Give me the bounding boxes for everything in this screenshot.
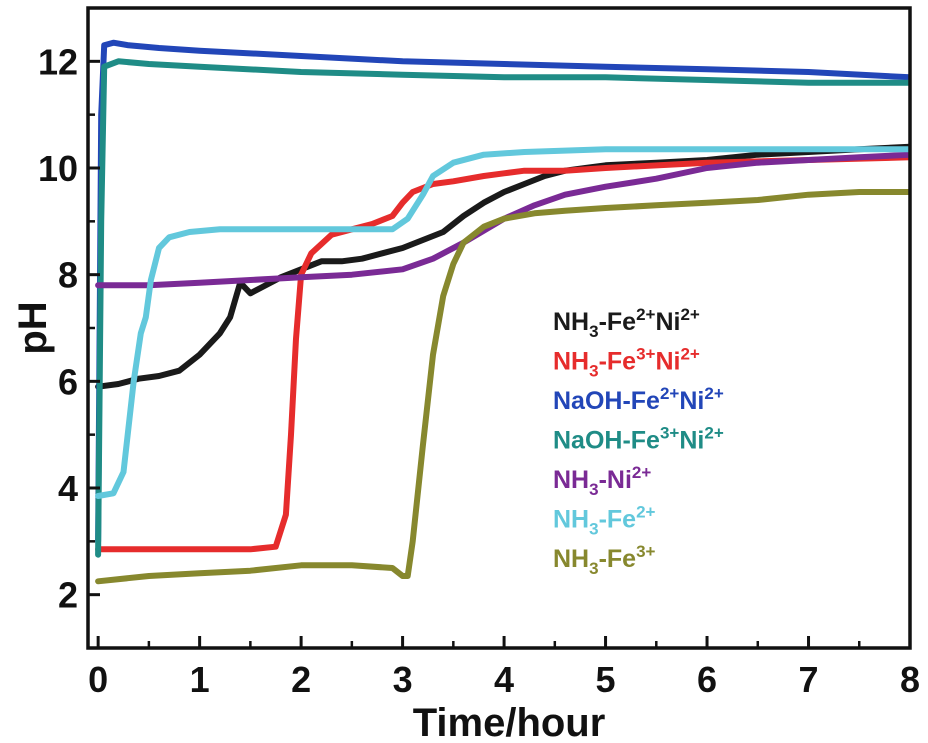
x-tick-label: 7 <box>799 659 819 700</box>
x-tick-label: 4 <box>494 659 514 700</box>
x-tick-label: 2 <box>291 659 311 700</box>
y-axis-title: pH <box>11 301 55 354</box>
x-tick-label: 6 <box>697 659 717 700</box>
x-tick-label: 5 <box>596 659 616 700</box>
x-tick-label: 3 <box>393 659 413 700</box>
x-axis-title: Time/hour <box>413 701 606 743</box>
series-line-7 <box>95 189 910 585</box>
series-line-6 <box>95 146 910 499</box>
x-tick-label: 0 <box>88 659 108 700</box>
series-lines <box>95 39 910 585</box>
y-tick-label: 6 <box>58 361 78 402</box>
legend-entry-7: NH3-Fe3+ <box>553 542 656 578</box>
legend-entry-4: NaOH-Fe3+Ni2+ <box>553 424 724 455</box>
legend-entry-6: NH3-Fe2+ <box>553 503 656 539</box>
y-tick-label: 12 <box>38 41 78 82</box>
series-line-1 <box>95 143 910 390</box>
y-tick-label: 10 <box>38 148 78 189</box>
x-tick-label: 8 <box>900 659 920 700</box>
x-axis-ticks: 0 1 2 3 4 5 6 7 8 <box>88 636 920 700</box>
series-line-2 <box>95 154 910 553</box>
x-tick-label: 1 <box>190 659 210 700</box>
y-tick-label: 8 <box>58 255 78 296</box>
series-line-4 <box>95 58 910 558</box>
legend: NH3-Fe2+Ni2+ NH3-Fe3+Ni2+NaOH-Fe2+Ni2+ NaO… <box>553 305 724 578</box>
y-axis-ticks: 2 4 6 8 10 12 <box>38 6 100 650</box>
y-tick-label: 2 <box>58 575 78 616</box>
y-tick-label: 4 <box>58 468 78 509</box>
legend-entry-2: NH3-Fe3+Ni2+ <box>553 345 700 381</box>
legend-entry-1: NH3-Fe2+Ni2+ <box>553 305 700 341</box>
series-line-3 <box>95 39 910 545</box>
legend-entry-3: NaOH-Fe2+Ni2+ <box>553 384 724 415</box>
legend-entry-5: NH3-Ni2+ <box>553 463 651 499</box>
